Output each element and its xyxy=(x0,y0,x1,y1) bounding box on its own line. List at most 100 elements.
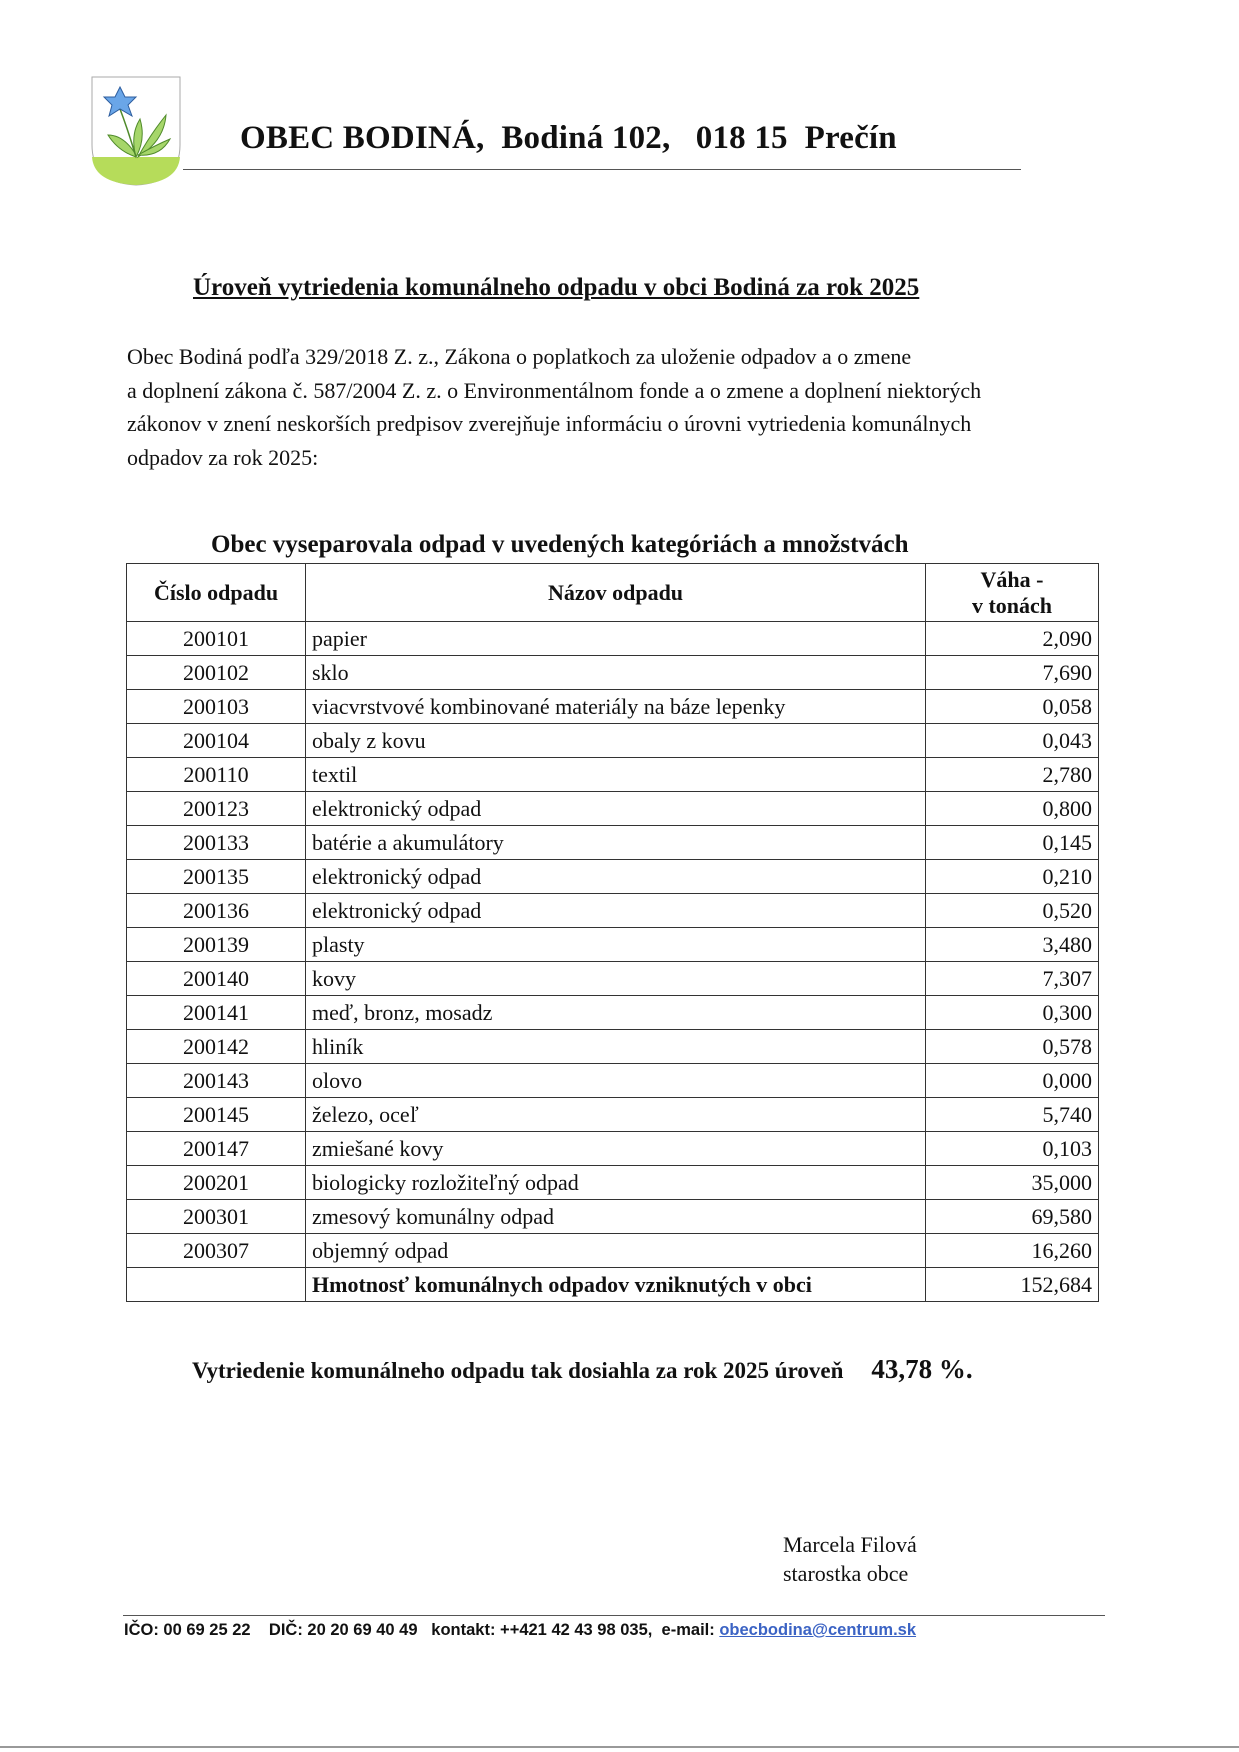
cell-val: 0,043 xyxy=(925,723,1099,758)
table-row: 200123 elektronický odpad 0,800 xyxy=(126,791,1099,826)
cell-code: 200142 xyxy=(126,1029,306,1064)
cell-val: 2,780 xyxy=(925,757,1099,792)
cell-name: papier xyxy=(305,621,926,656)
table-row: 200133 batérie a akumulátory 0,145 xyxy=(126,825,1099,860)
table-row: 200136 elektronický odpad 0,520 xyxy=(126,893,1099,928)
cell-name: biologicky rozložiteľný odpad xyxy=(305,1165,926,1200)
cell-name: hliník xyxy=(305,1029,926,1064)
cell-name: elektronický odpad xyxy=(305,791,926,826)
table-row: 200142 hliník 0,578 xyxy=(126,1029,1099,1064)
cell-val: 69,580 xyxy=(925,1199,1099,1234)
cell-name: sklo xyxy=(305,655,926,690)
header-weight-line2: v tonách xyxy=(971,592,1053,618)
intro-line: Obec Bodiná podľa 329/2018 Z. z., Zákona… xyxy=(127,344,912,369)
cell-name: kovy xyxy=(305,961,926,996)
cell-code: 200102 xyxy=(126,655,306,690)
cell-code: 200301 xyxy=(126,1199,306,1234)
cell-name: batérie a akumulátory xyxy=(305,825,926,860)
cell-code: 200123 xyxy=(126,791,306,826)
cell-code: 200145 xyxy=(126,1097,306,1132)
cell-val: 0,210 xyxy=(925,859,1099,894)
table-total-row: Hmotnosť komunálnych odpadov vzniknutých… xyxy=(126,1267,1099,1302)
signature-block: Marcela Filová starostka obce xyxy=(783,1530,917,1588)
intro-line: zákonov v znení neskorších predpisov zve… xyxy=(127,411,972,436)
result-text: Vytriedenie komunálneho odpadu tak dosia… xyxy=(192,1358,844,1383)
cell-name: zmiešané kovy xyxy=(305,1131,926,1166)
table-row: 200141 meď, bronz, mosadz 0,300 xyxy=(126,995,1099,1030)
header-name: Názov odpadu xyxy=(305,563,926,622)
footer-dic: DIČ: 20 20 69 40 49 xyxy=(268,1621,418,1639)
cell-val: 0,103 xyxy=(925,1131,1099,1166)
table-row: 200301 zmesový komunálny odpad 69,580 xyxy=(126,1199,1099,1234)
signature-role: starostka obce xyxy=(783,1561,909,1586)
cell-code: 200147 xyxy=(126,1131,306,1166)
waste-table: Číslo odpadu Názov odpadu Váha -v tonách… xyxy=(126,563,1099,1302)
header-weight: Váha -v tonách xyxy=(925,563,1099,622)
cell-code: 200201 xyxy=(126,1165,306,1200)
table-header-row: Číslo odpadu Názov odpadu Váha -v tonách xyxy=(126,563,1099,622)
cell-val: 16,260 xyxy=(925,1233,1099,1268)
table-row: 200147 zmiešané kovy 0,103 xyxy=(126,1131,1099,1166)
cell-code: 200143 xyxy=(126,1063,306,1098)
cell-name: viacvrstvové kombinované materiály na bá… xyxy=(305,689,926,724)
cell-code: 200136 xyxy=(126,893,306,928)
table-row: 200139 plasty 3,480 xyxy=(126,927,1099,962)
cell-name: textil xyxy=(305,757,926,792)
header-title: OBEC BODINÁ, Bodiná 102, 018 15 Prečín xyxy=(240,120,897,156)
table-row: 200143 olovo 0,000 xyxy=(126,1063,1099,1098)
cell-val: 0,058 xyxy=(925,689,1099,724)
cell-code: 200307 xyxy=(126,1233,306,1268)
cell-code: 200101 xyxy=(126,621,306,656)
table-row: 200110 textil 2,780 xyxy=(126,757,1099,792)
cell-code xyxy=(126,1267,306,1302)
cell-name: olovo xyxy=(305,1063,926,1098)
footer: IČO: 00 69 25 22 DIČ: 20 20 69 40 49 kon… xyxy=(124,1621,916,1640)
cell-val: 3,480 xyxy=(925,927,1099,962)
cell-val: 152,684 xyxy=(925,1267,1099,1302)
header-weight-line1: Váha - xyxy=(980,566,1044,592)
result-line: Vytriedenie komunálneho odpadu tak dosia… xyxy=(192,1354,973,1385)
table-row: 200101 papier 2,090 xyxy=(126,621,1099,656)
cell-code: 200103 xyxy=(126,689,306,724)
cell-code: 200133 xyxy=(126,825,306,860)
table-row: 200145 železo, oceľ 5,740 xyxy=(126,1097,1099,1132)
cell-name: obaly z kovu xyxy=(305,723,926,758)
intro-line: a doplnení zákona č. 587/2004 Z. z. o En… xyxy=(127,377,982,403)
footer-contact: kontakt: ++421 42 43 98 035, xyxy=(431,1621,653,1639)
cell-name: plasty xyxy=(305,927,926,962)
intro-paragraph: Obec Bodiná podľa 329/2018 Z. z., Zákona… xyxy=(127,340,1107,474)
table-caption: Obec vyseparovala odpad v uvedených kate… xyxy=(211,531,909,558)
document-title: Úroveň vytriedenia komunálneho odpadu v … xyxy=(193,274,920,301)
header-divider xyxy=(183,169,1021,170)
cell-name: železo, oceľ xyxy=(305,1097,926,1132)
cell-val: 0,520 xyxy=(925,893,1099,928)
page-bottom-edge xyxy=(0,1746,1239,1748)
cell-name: elektronický odpad xyxy=(305,893,926,928)
cell-name: meď, bronz, mosadz xyxy=(305,995,926,1030)
cell-code: 200141 xyxy=(126,995,306,1030)
table-row: 200307 objemný odpad 16,260 xyxy=(126,1233,1099,1268)
intro-line: odpadov za rok 2025: xyxy=(127,444,319,470)
cell-val: 0,300 xyxy=(925,995,1099,1030)
cell-val: 0,000 xyxy=(925,1063,1099,1098)
cell-name: elektronický odpad xyxy=(305,859,926,894)
cell-code: 200139 xyxy=(126,927,306,962)
table-row: 200201 biologicky rozložiteľný odpad 35,00… xyxy=(126,1165,1099,1200)
cell-val: 7,690 xyxy=(925,655,1099,690)
table-row: 200135 elektronický odpad 0,210 xyxy=(126,859,1099,894)
cell-val: 0,800 xyxy=(925,791,1099,826)
footer-email-link[interactable]: obecbodina@centrum.sk xyxy=(719,1621,917,1639)
table-row: 200102 sklo 7,690 xyxy=(126,655,1099,690)
cell-val: 35,000 xyxy=(925,1165,1099,1200)
footer-email-label: e-mail: xyxy=(661,1621,715,1639)
cell-code: 200110 xyxy=(126,757,306,792)
cell-val: 5,740 xyxy=(925,1097,1099,1132)
footer-ico: IČO: 00 69 25 22 xyxy=(124,1621,251,1639)
result-percent: 43,78 %. xyxy=(871,1354,973,1384)
table-row: 200103 viacvrstvové kombinované materiály… xyxy=(126,689,1099,724)
table-row: 200104 obaly z kovu 0,043 xyxy=(126,723,1099,758)
cell-val: 0,145 xyxy=(925,825,1099,860)
cell-code: 200140 xyxy=(126,961,306,996)
coat-of-arms-logo xyxy=(91,76,181,186)
cell-name: zmesový komunálny odpad xyxy=(305,1199,926,1234)
